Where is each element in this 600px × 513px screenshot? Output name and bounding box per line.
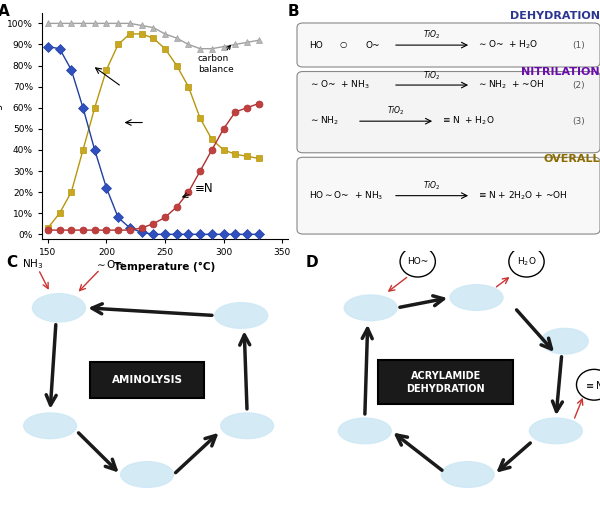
Text: TiO$_2$: TiO$_2$ [387, 105, 405, 117]
Circle shape [400, 246, 436, 277]
Text: $\sim$NH$_2$  + ~OH: $\sim$NH$_2$ + ~OH [477, 79, 544, 91]
Ellipse shape [344, 295, 397, 321]
Text: $\equiv$N: $\equiv$N [584, 379, 600, 391]
FancyBboxPatch shape [297, 157, 600, 234]
Circle shape [509, 246, 544, 277]
Text: B: B [288, 4, 299, 19]
Text: (1): (1) [572, 41, 585, 50]
Ellipse shape [529, 418, 583, 444]
Text: HO$\sim$O~  + NH$_3$: HO$\sim$O~ + NH$_3$ [309, 189, 383, 202]
FancyBboxPatch shape [297, 71, 600, 153]
Text: NITRILATION: NITRILATION [521, 67, 600, 77]
Text: $\sim$O~  + NH$_3$: $\sim$O~ + NH$_3$ [309, 79, 370, 91]
Ellipse shape [441, 462, 494, 487]
X-axis label: Temperature (°C): Temperature (°C) [115, 262, 215, 272]
Circle shape [577, 369, 600, 400]
Ellipse shape [338, 418, 391, 444]
Text: TiO$_2$: TiO$_2$ [423, 29, 441, 41]
Text: NH$_3$: NH$_3$ [22, 258, 43, 271]
Text: $\sim$O~: $\sim$O~ [94, 258, 124, 270]
FancyBboxPatch shape [297, 23, 600, 67]
Y-axis label: Percentage: Percentage [0, 96, 2, 155]
Text: $\bigcirc$: $\bigcirc$ [339, 40, 348, 50]
Text: ≡N: ≡N [183, 182, 213, 198]
Text: TiO$_2$: TiO$_2$ [423, 180, 441, 192]
FancyBboxPatch shape [90, 362, 205, 398]
Text: (3): (3) [572, 116, 585, 126]
Text: DEHYDRATION: DEHYDRATION [510, 11, 600, 21]
Text: ACRYLAMIDE
DEHYDRATION: ACRYLAMIDE DEHYDRATION [406, 370, 485, 394]
Ellipse shape [450, 285, 503, 310]
Ellipse shape [541, 328, 588, 354]
Text: $\equiv$N + 2H$_2$O + ~OH: $\equiv$N + 2H$_2$O + ~OH [477, 189, 568, 202]
Text: D: D [306, 255, 319, 270]
Text: (2): (2) [572, 81, 585, 90]
Text: $\sim$NH$_2$: $\sim$NH$_2$ [309, 115, 338, 127]
Text: HO~: HO~ [407, 257, 428, 266]
Text: AMINOLYSIS: AMINOLYSIS [112, 374, 182, 385]
Ellipse shape [32, 293, 85, 322]
FancyBboxPatch shape [378, 360, 513, 404]
Ellipse shape [23, 413, 77, 439]
Text: $\equiv$N  + H$_2$O: $\equiv$N + H$_2$O [441, 115, 494, 127]
Text: A: A [0, 4, 10, 19]
Text: H$_2$O: H$_2$O [517, 255, 536, 268]
Ellipse shape [215, 303, 268, 328]
Text: HO: HO [309, 41, 323, 50]
Ellipse shape [121, 462, 173, 487]
Text: carbon
balance: carbon balance [198, 46, 233, 74]
Text: $\sim$O~  + H$_2$O: $\sim$O~ + H$_2$O [477, 39, 538, 51]
Text: TiO$_2$: TiO$_2$ [423, 69, 441, 82]
Ellipse shape [221, 413, 274, 439]
Text: O~: O~ [366, 41, 380, 50]
Text: C: C [6, 255, 17, 270]
Text: OVERALL: OVERALL [544, 154, 600, 164]
